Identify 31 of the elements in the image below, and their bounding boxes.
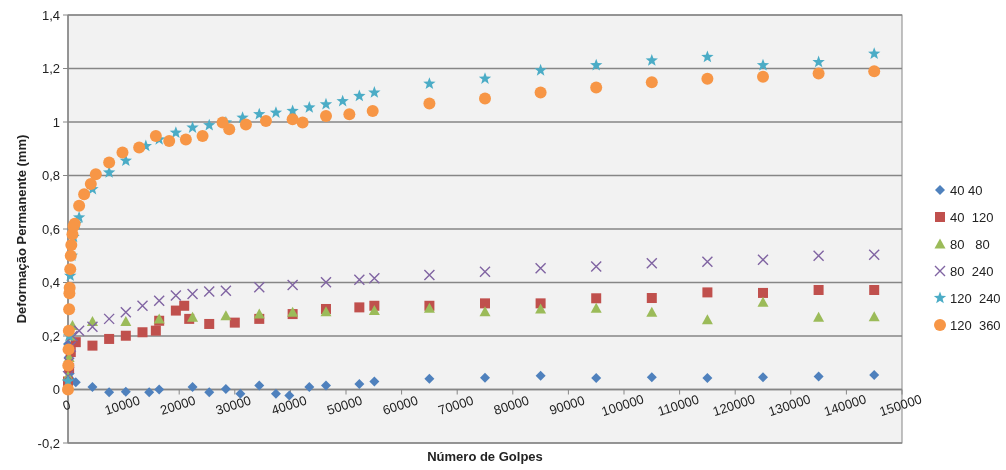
legend-label: 40 120	[950, 209, 994, 225]
x-tick-label: 70000	[436, 392, 476, 418]
x-tick-label: 140000	[822, 391, 868, 420]
x-tick-label: 90000	[547, 392, 587, 418]
x-tick-label: 30000	[213, 392, 253, 418]
x-tick-label: 10000	[102, 392, 142, 418]
legend-label: 120 360	[950, 317, 1001, 333]
legend-label: 40 40	[950, 182, 983, 198]
x-tick-label: 150000	[877, 391, 924, 420]
x-tick-label: 80000	[491, 392, 531, 418]
x-tick-label: 120000	[710, 391, 757, 420]
y-tick-label: 0,4	[41, 275, 60, 291]
x-tick-label: 110000	[655, 391, 701, 419]
x-tick-label: 100000	[599, 391, 646, 420]
y-tick-label: 1,4	[41, 7, 60, 23]
x-tick-label: 50000	[325, 392, 365, 418]
x-tick-label: 20000	[158, 392, 198, 418]
x-tick-label: 40000	[269, 392, 309, 418]
y-axis-title: Deformação Permanente (mm)	[14, 134, 29, 324]
legend-label: 120 240	[950, 290, 1001, 306]
y-tick-label: 1	[52, 114, 60, 130]
x-tick-label: 60000	[380, 392, 420, 418]
x-axis-title: Número de Golpes	[427, 449, 543, 464]
legend-label: 80 80	[950, 236, 990, 252]
y-tick-label: 0,8	[41, 168, 60, 184]
y-tick-label: -0,2	[37, 435, 60, 451]
y-tick-label: 0,2	[41, 328, 60, 344]
y-tick-label: 0,6	[41, 221, 60, 237]
x-tick-label: 130000	[766, 391, 813, 420]
legend-label: 80 240	[950, 263, 994, 279]
y-tick-label: 1,2	[41, 61, 60, 77]
